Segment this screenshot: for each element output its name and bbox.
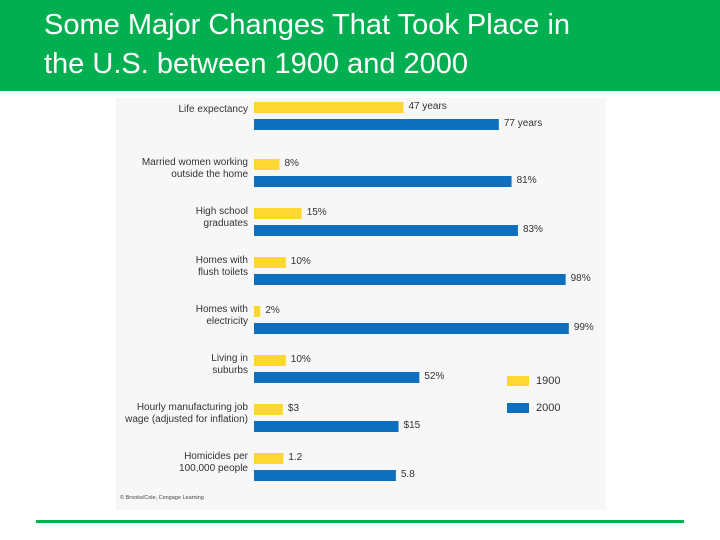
bottom-rule [36, 520, 684, 523]
data-label-2000: 5.8 [400, 469, 415, 480]
data-label-2000: 52% [424, 371, 445, 382]
category-label-line: Homicides per [184, 451, 248, 462]
category-label: Homes with electricity [108, 304, 248, 328]
category-label: High school graduates [108, 206, 248, 230]
category-label-line: graduates [203, 218, 248, 229]
bar-2000 [254, 323, 569, 334]
category-label-line: Living in [211, 353, 248, 364]
title-banner: Some Major Changes That Took Place in th… [0, 0, 720, 91]
legend-swatch-2000 [507, 403, 529, 413]
bar-2000 [254, 225, 518, 236]
category-label-line: electricity [206, 316, 248, 327]
data-label-1900: 10% [290, 256, 311, 267]
category-label-line: High school [195, 206, 248, 217]
category-label-line: Hourly manufacturing job [136, 402, 248, 413]
category-label-line: outside the home [171, 169, 248, 180]
bar-1900 [254, 159, 280, 170]
data-label-1900: 2% [265, 305, 280, 316]
legend-swatch-1900 [507, 376, 529, 386]
bar-1900 [254, 208, 302, 219]
bar-chart [254, 102, 569, 481]
category-label-line: 100,000 people [179, 463, 248, 474]
category-label: Life expectancy [108, 104, 249, 116]
bar-1900 [254, 257, 286, 268]
bar-1900 [254, 102, 404, 113]
category-label-line: wage (adjusted for inflation) [125, 414, 248, 425]
bar-2000 [254, 176, 512, 187]
data-label-1900: 8% [284, 158, 299, 169]
data-label-2000: 99% [573, 322, 594, 333]
data-label-2000: 98% [570, 273, 591, 284]
category-label-line: Life expectancy [178, 104, 249, 115]
bar-2000 [254, 470, 396, 481]
bar-1900 [254, 453, 284, 464]
bar-2000 [254, 274, 566, 285]
data-label-2000: 81% [516, 175, 537, 186]
bar-2000 [254, 372, 420, 383]
bar-1900 [254, 404, 283, 415]
bar-2000 [254, 119, 499, 130]
legend-label-2000: 2000 [536, 402, 561, 414]
slide-title: Some Major Changes That Took Place in th… [44, 6, 704, 84]
bar-2000 [254, 421, 399, 432]
category-label: Married women working outside the home [108, 157, 248, 181]
data-label-2000: $15 [403, 420, 421, 431]
category-label-line: Homes with [195, 255, 248, 266]
category-label-line: Married women working [141, 157, 248, 168]
category-label-line: Homes with [195, 304, 248, 315]
bar-1900 [254, 355, 286, 366]
data-label-1900: 15% [306, 207, 327, 218]
category-label: Hourly manufacturing job wage (adjusted f… [108, 402, 248, 426]
data-label-1900: 10% [290, 354, 311, 365]
category-label-line: flush toilets [197, 267, 248, 278]
data-label-1900: 1.2 [288, 452, 303, 463]
chart-figure: © Brooks/Cole, Cengage Learning Life exp… [116, 98, 606, 510]
bar-1900 [254, 306, 261, 317]
data-label-1900: 47 years [408, 101, 447, 112]
legend-label-1900: 1900 [536, 375, 561, 387]
credit-line: © Brooks/Cole, Cengage Learning [120, 495, 204, 501]
category-label: Homicides per 100,000 people [108, 451, 248, 475]
category-label: Living in suburbs [108, 353, 248, 377]
data-label-1900: $3 [287, 403, 300, 414]
data-label-2000: 83% [522, 224, 543, 235]
data-label-2000: 77 years [503, 118, 543, 129]
category-label-line: suburbs [212, 365, 248, 376]
category-label: Homes with flush toilets [108, 255, 248, 279]
slide-title-line-1: Some Major Changes That Took Place in [44, 9, 571, 41]
slide-title-line-2: the U.S. between 1900 and 2000 [44, 48, 469, 80]
